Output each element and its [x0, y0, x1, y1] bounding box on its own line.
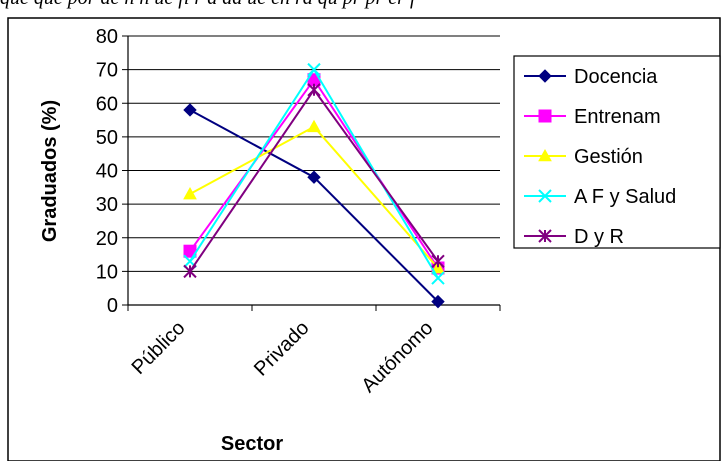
data-point [183, 103, 197, 117]
header-text-cut: que que por de n n ue fi r a ad ue en ra… [0, 0, 418, 9]
legend: Docencia Entrenam Gestión A F y Salud D y R [513, 55, 721, 249]
data-point [431, 254, 445, 268]
legend-item: Gestión [524, 146, 643, 168]
y-tick-label: 30 [96, 194, 118, 216]
data-point [431, 260, 445, 274]
data-point [307, 83, 321, 97]
legend-item: Entrenam [524, 106, 661, 128]
legend-box [513, 55, 721, 249]
legend-item: Docencia [524, 66, 658, 88]
x-axis-title: Sector [221, 433, 283, 455]
legend-label: Entrenam [574, 106, 661, 128]
data-point [183, 264, 197, 279]
series-lines [183, 62, 445, 309]
legend-marker [538, 189, 552, 203]
y-axis-title: Graduados (%) [39, 100, 61, 242]
y-tick-label: 50 [96, 127, 118, 149]
series-gesti-n [183, 119, 445, 274]
y-tick-label: 60 [96, 93, 118, 115]
legend-marker [538, 148, 552, 162]
legend-item: A F y Salud [524, 186, 676, 208]
legend-label: D y R [574, 226, 624, 248]
legend-marker [538, 229, 552, 243]
y-tick-label: 80 [96, 26, 118, 48]
y-tick-label: 20 [96, 228, 118, 250]
y-tick-label: 40 [96, 161, 118, 183]
data-point [431, 271, 445, 285]
legend-label: Gestión [574, 146, 643, 168]
y-tick-label: 10 [96, 261, 118, 283]
data-point [431, 294, 445, 309]
y-tick-label: 70 [96, 60, 118, 82]
legend-marker [538, 69, 552, 83]
legend-marker [538, 109, 552, 123]
data-point [307, 170, 321, 184]
legend-item: D y R [524, 226, 624, 248]
series-docencia [183, 103, 445, 309]
data-point [307, 119, 321, 133]
legend-label: Docencia [574, 66, 658, 88]
y-tick-label: 0 [107, 295, 118, 317]
data-point [307, 62, 321, 77]
series-d-y-r [183, 83, 445, 279]
legend-label: A F y Salud [574, 186, 676, 208]
data-point [183, 187, 197, 200]
y-tick-labels: 0 10 20 30 40 50 60 70 80 [96, 26, 118, 317]
